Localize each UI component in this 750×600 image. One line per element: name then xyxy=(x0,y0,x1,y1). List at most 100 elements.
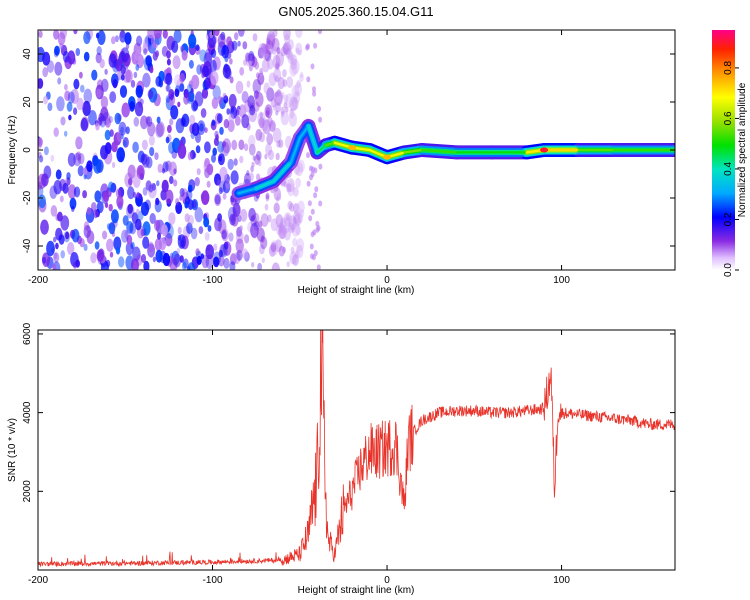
noise-blob xyxy=(269,120,276,132)
noise-blob xyxy=(162,30,168,39)
noise-blob xyxy=(222,180,231,194)
noise-blob xyxy=(73,152,82,167)
noise-blob xyxy=(293,202,301,216)
noise-blob xyxy=(310,171,315,178)
noise-blob xyxy=(77,153,85,165)
snr-panel: -200 -100 0 100 2000 4000 6000 Height of strai… xyxy=(7,322,676,596)
noise-blob xyxy=(267,32,276,48)
noise-blob xyxy=(296,238,305,252)
noise-blob xyxy=(57,77,62,85)
noise-blob xyxy=(173,253,182,268)
noise-blob xyxy=(207,225,212,232)
noise-blob xyxy=(272,104,277,111)
noise-blob xyxy=(200,108,207,118)
noise-blob xyxy=(291,221,301,237)
noise-blob xyxy=(83,88,93,104)
noise-blob xyxy=(216,113,223,124)
noise-blob xyxy=(223,257,230,269)
noise-blob xyxy=(57,32,66,46)
noise-blob xyxy=(96,79,104,91)
noise-blob xyxy=(275,51,284,67)
noise-blob xyxy=(147,243,156,258)
noise-blob xyxy=(153,30,162,40)
noise-blob xyxy=(127,164,136,179)
noise-blob xyxy=(203,52,212,67)
noise-blob xyxy=(277,226,286,240)
noise-blob xyxy=(104,202,109,209)
noise-blob xyxy=(243,59,247,66)
noise-blob xyxy=(153,219,161,231)
noise-blob xyxy=(252,33,258,42)
ridge-segment xyxy=(272,160,293,183)
noise-blob xyxy=(267,214,272,223)
noise-blob xyxy=(264,153,268,160)
noise-blob xyxy=(206,163,214,176)
noise-blob xyxy=(281,227,287,236)
noise-blob xyxy=(312,90,317,97)
noise-blob xyxy=(181,50,188,61)
noise-blob xyxy=(295,177,301,188)
noise-blob xyxy=(177,101,181,108)
noise-blob xyxy=(290,58,297,70)
noise-blob xyxy=(104,117,111,128)
noise-blob xyxy=(217,96,223,105)
spectrogram-y-label: Frequency (Hz) xyxy=(7,116,18,185)
noise-blob xyxy=(212,85,221,100)
noise-blob xyxy=(270,97,277,108)
noise-blob xyxy=(266,34,275,50)
noise-blob xyxy=(280,217,287,230)
noise-blob xyxy=(295,244,304,259)
noise-blob xyxy=(83,221,90,231)
x-tick-label: 0 xyxy=(384,275,390,286)
noise-blob xyxy=(66,172,71,180)
noise-blob xyxy=(93,209,99,219)
noise-blob xyxy=(186,83,193,94)
noise-blob xyxy=(179,187,185,197)
noise-blob xyxy=(278,222,285,233)
noise-blob xyxy=(229,58,233,65)
noise-blob xyxy=(292,237,298,247)
noise-blob xyxy=(135,254,143,266)
noise-blob xyxy=(120,65,126,75)
noise-blob xyxy=(111,141,118,153)
noise-blob xyxy=(64,83,68,91)
noise-blob xyxy=(136,208,140,215)
noise-blob xyxy=(291,59,300,75)
noise-blob xyxy=(177,234,186,249)
noise-blob xyxy=(161,179,169,193)
noise-blob xyxy=(296,80,301,88)
noise-blob xyxy=(239,225,243,232)
noise-blob xyxy=(183,94,190,105)
noise-blob xyxy=(275,63,279,70)
noise-blob xyxy=(112,79,118,89)
noise-blob xyxy=(140,115,148,130)
noise-blob xyxy=(119,30,127,43)
noise-blob xyxy=(310,253,314,260)
noise-blob xyxy=(156,116,161,124)
noise-blob xyxy=(67,50,76,65)
ridge-segment xyxy=(237,187,258,195)
noise-blob xyxy=(288,222,295,234)
noise-blob xyxy=(190,227,198,240)
noise-blob xyxy=(60,215,70,231)
noise-blob xyxy=(282,217,291,233)
noise-blob xyxy=(289,202,295,212)
noise-blob xyxy=(196,168,201,176)
noise-blob xyxy=(312,86,316,93)
noise-blob xyxy=(131,258,139,270)
noise-blob xyxy=(273,202,280,214)
noise-blob xyxy=(38,181,43,190)
noise-blob xyxy=(265,143,273,156)
noise-blob xyxy=(194,207,204,223)
noise-blob xyxy=(125,241,134,256)
noise-blob xyxy=(276,47,281,54)
noise-blob xyxy=(149,146,155,157)
noise-blob xyxy=(148,135,155,146)
noise-blob xyxy=(54,61,63,76)
noise-blob xyxy=(156,121,165,137)
noise-blob xyxy=(73,107,78,115)
noise-blob xyxy=(99,58,105,69)
noise-blob xyxy=(135,191,140,198)
noise-blob xyxy=(274,61,280,71)
x-tick-label: 100 xyxy=(553,575,570,586)
